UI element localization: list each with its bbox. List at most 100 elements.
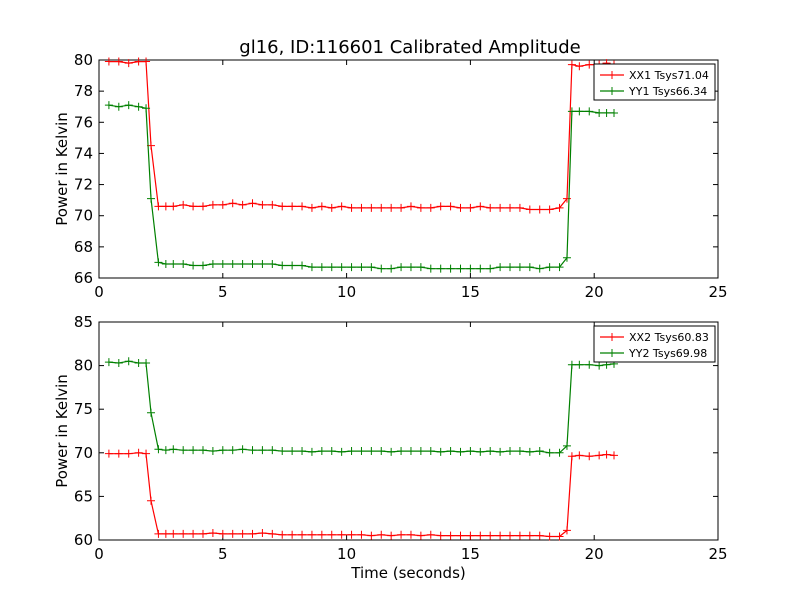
data-point	[535, 531, 544, 540]
data-point	[258, 446, 267, 455]
data-point	[142, 104, 151, 113]
data-point	[416, 447, 425, 456]
series-line	[108, 360, 615, 454]
data-point	[317, 263, 326, 272]
data-point	[248, 259, 257, 268]
data-point	[337, 202, 346, 211]
data-point	[555, 532, 564, 541]
data-point	[198, 261, 207, 270]
data-point	[416, 531, 425, 540]
data-point	[377, 203, 386, 212]
data-point	[525, 205, 534, 214]
data-point	[228, 259, 237, 268]
data-point	[585, 60, 594, 69]
data-point	[525, 263, 534, 272]
data-point	[585, 452, 594, 461]
data-point	[288, 447, 297, 456]
data-point	[595, 108, 604, 117]
data-point	[406, 447, 415, 456]
y-tick-label: 75	[74, 400, 93, 418]
data-point	[327, 530, 336, 539]
data-point	[466, 447, 475, 456]
data-point	[134, 102, 143, 111]
data-point	[104, 101, 113, 110]
data-point	[169, 259, 178, 268]
data-point	[327, 263, 336, 272]
data-point	[416, 203, 425, 212]
x-tick-label: 5	[218, 545, 228, 563]
y-tick-label: 85	[74, 313, 93, 331]
y-axis-label: Power in Kelvin	[53, 374, 71, 488]
legend-label: XX1 Tsys71.04	[629, 69, 709, 82]
data-point	[476, 447, 485, 456]
data-point	[456, 447, 465, 456]
data-point	[248, 446, 257, 455]
bottom-subplot: 0 5 10 15 20 25 60 65 70 75 80 85 Power in Kelvin Tim…	[53, 313, 728, 582]
data-point	[298, 202, 307, 211]
legend-label: XX2 Tsys60.83	[629, 331, 709, 344]
data-point	[506, 447, 515, 456]
data-point	[307, 203, 316, 212]
top-subplot: 0 5 10 15 20 25 66 68 70 72 74 76 78 80 Power in Kelvi…	[53, 51, 728, 301]
data-point	[288, 202, 297, 211]
data-point	[377, 264, 386, 273]
x-tick-label: 10	[337, 545, 356, 563]
data-point	[347, 203, 356, 212]
data-point	[535, 205, 544, 214]
data-point	[268, 446, 277, 455]
y-tick-label: 78	[74, 82, 93, 100]
data-point	[248, 529, 257, 538]
data-point	[446, 264, 455, 273]
legend-marker	[608, 87, 616, 95]
y-tick-label: 65	[74, 487, 93, 505]
data-point	[189, 529, 198, 538]
data-point	[387, 203, 396, 212]
data-point	[426, 530, 435, 539]
data-point	[307, 530, 316, 539]
data-point	[367, 203, 376, 212]
data-point	[466, 531, 475, 540]
data-point	[602, 450, 611, 459]
data-point	[161, 202, 170, 211]
y-tick-label: 68	[74, 238, 93, 256]
figure-title: gl16, ID:116601 Calibrated Amplitude	[239, 37, 580, 58]
data-point	[104, 57, 113, 66]
data-point	[228, 446, 237, 455]
data-point	[496, 447, 505, 456]
data-point	[357, 447, 366, 456]
data-point	[387, 447, 396, 456]
data-point	[238, 445, 247, 454]
data-point	[486, 447, 495, 456]
data-point	[114, 57, 123, 66]
data-point	[555, 448, 564, 457]
data-point	[515, 203, 524, 212]
data-point	[142, 57, 151, 66]
data-point	[466, 203, 475, 212]
legend-label: YY1 Tsys66.34	[628, 85, 707, 98]
data-point	[327, 447, 336, 456]
data-point	[317, 202, 326, 211]
data-point	[525, 447, 534, 456]
data-point	[535, 447, 544, 456]
data-point	[278, 202, 287, 211]
data-point	[446, 447, 455, 456]
data-point	[397, 530, 406, 539]
data-point	[575, 62, 584, 71]
data-point	[161, 259, 170, 268]
data-point	[337, 447, 346, 456]
data-point	[602, 108, 611, 117]
data-point	[268, 259, 277, 268]
data-point	[585, 360, 594, 369]
data-point	[208, 200, 217, 209]
y-tick-label: 74	[74, 144, 93, 162]
data-point	[114, 102, 123, 111]
data-point	[278, 261, 287, 270]
x-tick-label: 10	[337, 283, 356, 301]
data-point	[555, 263, 564, 272]
data-point	[179, 200, 188, 209]
data-point	[208, 447, 217, 456]
data-point	[406, 202, 415, 211]
data-point	[506, 263, 515, 272]
data-point	[377, 530, 386, 539]
